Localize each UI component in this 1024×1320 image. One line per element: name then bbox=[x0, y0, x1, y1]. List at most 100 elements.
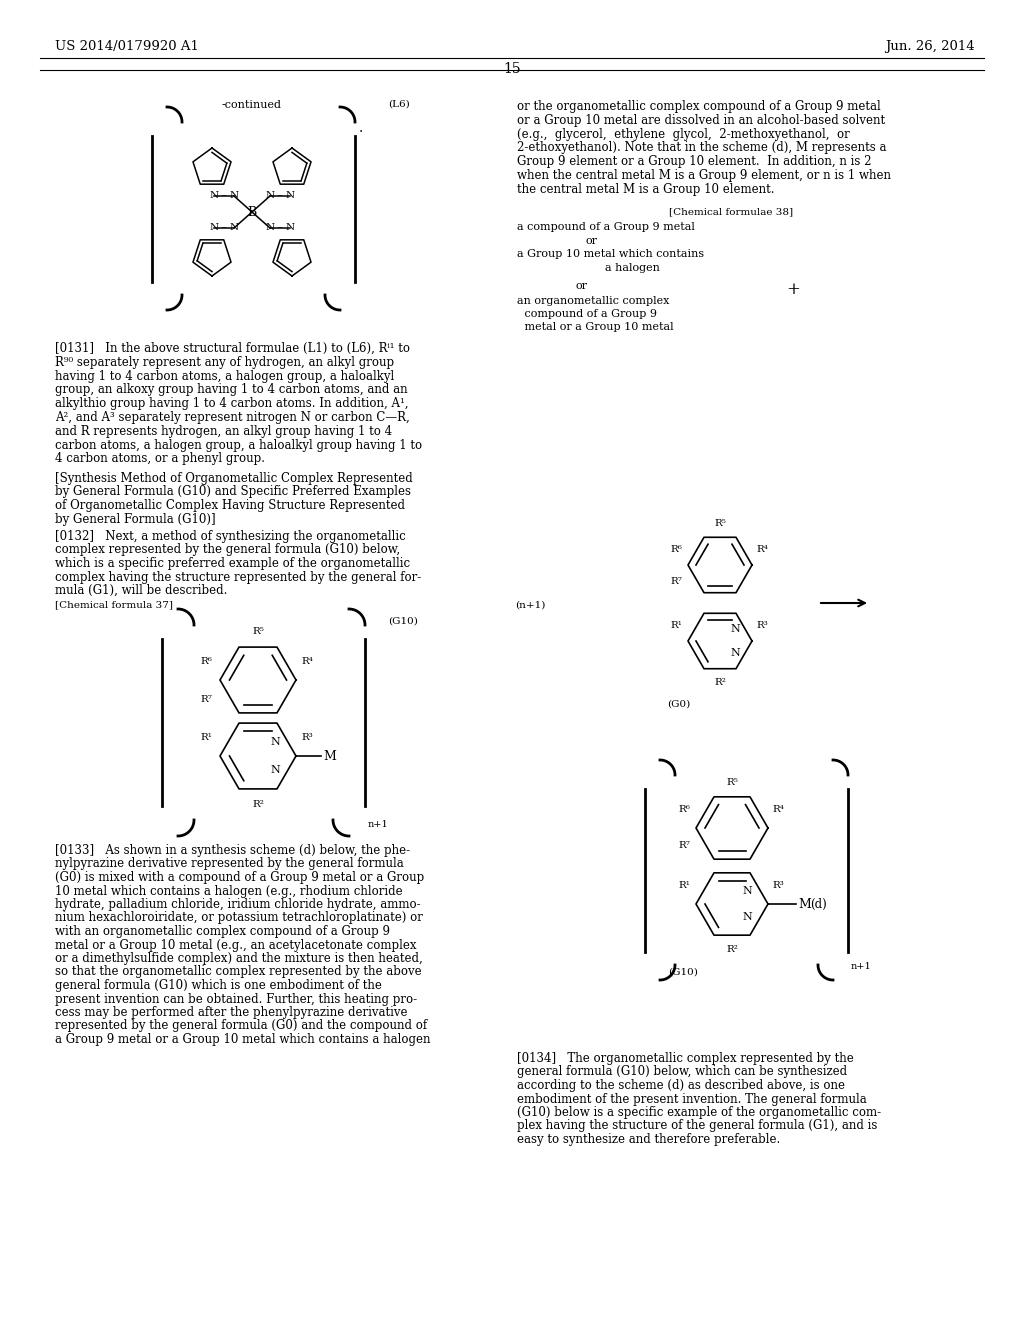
Text: n+1: n+1 bbox=[368, 820, 389, 829]
Text: a Group 9 metal or a Group 10 metal which contains a halogen: a Group 9 metal or a Group 10 metal whic… bbox=[55, 1034, 430, 1045]
Text: –: – bbox=[221, 191, 226, 201]
Text: –: – bbox=[278, 223, 283, 232]
Text: N: N bbox=[210, 223, 218, 232]
Text: N: N bbox=[229, 223, 239, 232]
Text: R³: R³ bbox=[756, 620, 768, 630]
Text: N: N bbox=[265, 191, 274, 201]
Text: M: M bbox=[798, 898, 811, 911]
Text: R⁶: R⁶ bbox=[200, 656, 212, 665]
Text: a compound of a Group 9 metal: a compound of a Group 9 metal bbox=[517, 222, 695, 232]
Text: [Chemical formula 37]: [Chemical formula 37] bbox=[55, 601, 173, 609]
Text: complex having the structure represented by the general for-: complex having the structure represented… bbox=[55, 570, 421, 583]
Text: R¹: R¹ bbox=[670, 620, 682, 630]
Text: N: N bbox=[210, 191, 218, 201]
Text: when the central metal M is a Group 9 element, or n is 1 when: when the central metal M is a Group 9 el… bbox=[517, 169, 891, 182]
Text: (e.g.,  glycerol,  ethylene  glycol,  2-methoxyethanol,  or: (e.g., glycerol, ethylene glycol, 2-meth… bbox=[517, 128, 850, 141]
Text: carbon atoms, a halogen group, a haloalkyl group having 1 to: carbon atoms, a halogen group, a haloalk… bbox=[55, 438, 422, 451]
Text: Group 9 element or a Group 10 element.  In addition, n is 2: Group 9 element or a Group 10 element. I… bbox=[517, 156, 871, 168]
Text: R⁷: R⁷ bbox=[200, 694, 212, 704]
Text: and R represents hydrogen, an alkyl group having 1 to 4: and R represents hydrogen, an alkyl grou… bbox=[55, 425, 392, 438]
Text: by General Formula (G10) and Specific Preferred Examples: by General Formula (G10) and Specific Pr… bbox=[55, 486, 411, 499]
Text: R⁵: R⁵ bbox=[714, 519, 726, 528]
Text: B: B bbox=[248, 206, 257, 219]
Text: or the organometallic complex compound of a Group 9 metal: or the organometallic complex compound o… bbox=[517, 100, 881, 114]
Text: according to the scheme (d) as described above, is one: according to the scheme (d) as described… bbox=[517, 1078, 845, 1092]
Text: M: M bbox=[323, 750, 336, 763]
Text: having 1 to 4 carbon atoms, a halogen group, a haloalkyl: having 1 to 4 carbon atoms, a halogen gr… bbox=[55, 370, 394, 383]
Text: (d): (d) bbox=[810, 898, 826, 911]
Text: with an organometallic complex compound of a Group 9: with an organometallic complex compound … bbox=[55, 925, 390, 939]
Text: embodiment of the present invention. The general formula: embodiment of the present invention. The… bbox=[517, 1093, 866, 1106]
Text: 10 metal which contains a halogen (e.g., rhodium chloride: 10 metal which contains a halogen (e.g.,… bbox=[55, 884, 402, 898]
Text: complex represented by the general formula (G10) below,: complex represented by the general formu… bbox=[55, 544, 400, 557]
Text: R⁷: R⁷ bbox=[678, 842, 690, 850]
Text: R⁹⁰ separately represent any of hydrogen, an alkyl group: R⁹⁰ separately represent any of hydrogen… bbox=[55, 356, 394, 368]
Text: plex having the structure of the general formula (G1), and is: plex having the structure of the general… bbox=[517, 1119, 878, 1133]
Text: easy to synthesize and therefore preferable.: easy to synthesize and therefore prefera… bbox=[517, 1133, 780, 1146]
Text: general formula (G10) which is one embodiment of the: general formula (G10) which is one embod… bbox=[55, 979, 382, 993]
Text: present invention can be obtained. Further, this heating pro-: present invention can be obtained. Furth… bbox=[55, 993, 417, 1006]
Text: N: N bbox=[730, 624, 739, 634]
Text: alkylthio group having 1 to 4 carbon atoms. In addition, A¹,: alkylthio group having 1 to 4 carbon ato… bbox=[55, 397, 409, 411]
Text: N: N bbox=[742, 886, 752, 896]
Text: metal or a Group 10 metal (e.g., an acetylacetonate complex: metal or a Group 10 metal (e.g., an acet… bbox=[55, 939, 417, 952]
Text: n+1: n+1 bbox=[851, 962, 871, 972]
Text: –: – bbox=[221, 223, 226, 232]
Text: Jun. 26, 2014: Jun. 26, 2014 bbox=[886, 40, 975, 53]
Text: R⁴: R⁴ bbox=[301, 656, 313, 665]
Text: hydrate, palladium chloride, iridium chloride hydrate, ammo-: hydrate, palladium chloride, iridium chl… bbox=[55, 898, 421, 911]
Text: or a dimethylsulfide complex) and the mixture is then heated,: or a dimethylsulfide complex) and the mi… bbox=[55, 952, 423, 965]
Text: or a Group 10 metal are dissolved in an alcohol-based solvent: or a Group 10 metal are dissolved in an … bbox=[517, 114, 885, 127]
Text: R²: R² bbox=[714, 678, 726, 686]
Text: [0131]   In the above structural formulae (L1) to (L6), Rⁱ¹ to: [0131] In the above structural formulae … bbox=[55, 342, 410, 355]
Text: R⁴: R⁴ bbox=[756, 544, 768, 553]
Text: which is a specific preferred example of the organometallic: which is a specific preferred example of… bbox=[55, 557, 411, 570]
Text: by General Formula (G10)]: by General Formula (G10)] bbox=[55, 512, 216, 525]
Text: R³: R³ bbox=[772, 882, 783, 891]
Text: N: N bbox=[286, 191, 295, 201]
Text: R⁶: R⁶ bbox=[678, 805, 690, 814]
Text: R¹: R¹ bbox=[678, 882, 690, 891]
Text: cess may be performed after the phenylpyrazine derivative: cess may be performed after the phenylpy… bbox=[55, 1006, 408, 1019]
Text: R²: R² bbox=[252, 800, 264, 809]
Text: a halogen: a halogen bbox=[605, 263, 659, 273]
Text: [0134]   The organometallic complex represented by the: [0134] The organometallic complex repres… bbox=[517, 1052, 854, 1065]
Text: group, an alkoxy group having 1 to 4 carbon atoms, and an: group, an alkoxy group having 1 to 4 car… bbox=[55, 383, 408, 396]
Text: (G10): (G10) bbox=[668, 968, 698, 977]
Text: nylpyrazine derivative represented by the general formula: nylpyrazine derivative represented by th… bbox=[55, 858, 403, 870]
Text: 2-ethoxyethanol). Note that in the scheme (d), M represents a: 2-ethoxyethanol). Note that in the schem… bbox=[517, 141, 887, 154]
Text: –: – bbox=[278, 191, 283, 201]
Text: (G10) below is a specific example of the organometallic com-: (G10) below is a specific example of the… bbox=[517, 1106, 881, 1119]
Text: US 2014/0179920 A1: US 2014/0179920 A1 bbox=[55, 40, 199, 53]
Text: [Chemical formulae 38]: [Chemical formulae 38] bbox=[669, 207, 793, 216]
Text: R³: R³ bbox=[301, 733, 312, 742]
Text: represented by the general formula (G0) and the compound of: represented by the general formula (G0) … bbox=[55, 1019, 427, 1032]
Text: so that the organometallic complex represented by the above: so that the organometallic complex repre… bbox=[55, 965, 422, 978]
Text: nium hexachloroiridate, or potassium tetrachloroplatinate) or: nium hexachloroiridate, or potassium tet… bbox=[55, 912, 423, 924]
Text: N: N bbox=[270, 737, 280, 747]
Text: N: N bbox=[286, 223, 295, 232]
Text: R⁵: R⁵ bbox=[252, 627, 264, 636]
Text: R⁶: R⁶ bbox=[670, 544, 682, 553]
Text: 15: 15 bbox=[503, 62, 521, 77]
Text: an organometallic complex: an organometallic complex bbox=[517, 296, 670, 306]
Text: +: + bbox=[786, 281, 800, 298]
Text: general formula (G10) below, which can be synthesized: general formula (G10) below, which can b… bbox=[517, 1065, 847, 1078]
Text: (L6): (L6) bbox=[388, 100, 410, 110]
Text: (G10): (G10) bbox=[388, 616, 418, 626]
Text: R²: R² bbox=[726, 945, 738, 954]
Text: R⁷: R⁷ bbox=[670, 577, 682, 586]
Text: R⁴: R⁴ bbox=[772, 805, 784, 814]
Text: R⁵: R⁵ bbox=[726, 777, 738, 787]
Text: the central metal M is a Group 10 element.: the central metal M is a Group 10 elemen… bbox=[517, 182, 774, 195]
Text: or: or bbox=[585, 236, 597, 246]
Text: metal or a Group 10 metal: metal or a Group 10 metal bbox=[521, 322, 674, 333]
Text: of Organometallic Complex Having Structure Represented: of Organometallic Complex Having Structu… bbox=[55, 499, 406, 512]
Text: [Synthesis Method of Organometallic Complex Represented: [Synthesis Method of Organometallic Comp… bbox=[55, 473, 413, 484]
Text: N: N bbox=[265, 223, 274, 232]
Text: [0132]   Next, a method of synthesizing the organometallic: [0132] Next, a method of synthesizing th… bbox=[55, 531, 406, 543]
Text: N: N bbox=[742, 912, 752, 921]
Text: [0133]   As shown in a synthesis scheme (d) below, the phe-: [0133] As shown in a synthesis scheme (d… bbox=[55, 843, 411, 857]
Text: compound of a Group 9: compound of a Group 9 bbox=[521, 309, 657, 319]
Text: R¹: R¹ bbox=[200, 733, 212, 742]
